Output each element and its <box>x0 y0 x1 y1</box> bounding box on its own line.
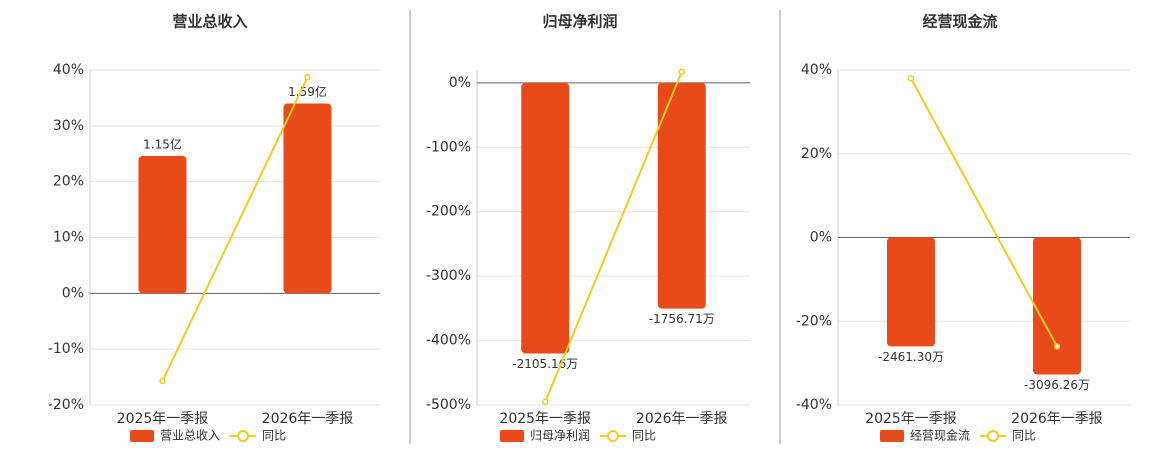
x-tick-label: 2025年一季报 <box>865 411 957 427</box>
bar <box>1033 237 1081 375</box>
x-tick-label: 2025年一季报 <box>117 411 209 427</box>
legend-marker <box>237 430 249 442</box>
y-tick-label: -100% <box>426 139 471 155</box>
legend-marker <box>987 430 999 442</box>
y-tick-label: -40% <box>796 397 832 413</box>
line-marker <box>542 398 549 406</box>
y-tick-label: 0% <box>62 285 84 301</box>
bar <box>521 82 570 354</box>
legend-marker <box>607 430 619 442</box>
y-tick-label: -300% <box>426 268 471 284</box>
y-tick-label: -200% <box>426 204 471 220</box>
value-label: -1756.71万 <box>649 312 715 326</box>
x-tick-label: 2026年一季报 <box>262 411 354 427</box>
legend-label: 经营现金流 <box>910 428 970 443</box>
x-tick-label: 2026年一季报 <box>1011 411 1103 427</box>
y-tick-label: 0% <box>810 230 832 246</box>
y-tick-label: -20% <box>48 397 84 413</box>
y-tick-label: 40% <box>801 62 832 78</box>
legend-label: 同比 <box>1012 429 1036 443</box>
line-marker <box>304 74 311 81</box>
legend-label: 营业总收入 <box>160 429 220 443</box>
value-label: 1.15亿 <box>143 136 182 151</box>
y-tick-label: 20% <box>53 174 84 190</box>
legend-label: 同比 <box>262 429 286 443</box>
legend-swatch <box>880 430 904 442</box>
value-label: -2105.16万 <box>512 357 578 371</box>
y-tick-label: 0% <box>449 75 471 91</box>
value-label: -3096.26万 <box>1024 378 1090 392</box>
legend-label: 归母净利润 <box>530 429 590 443</box>
chart-title: 归母净利润 <box>542 13 617 31</box>
legend-swatch <box>500 430 524 442</box>
y-tick-label: -20% <box>796 313 832 329</box>
x-tick-label: 2026年一季报 <box>636 411 728 427</box>
line <box>161 76 309 382</box>
y-tick-label: 10% <box>53 230 84 246</box>
line-marker <box>1053 343 1061 350</box>
bar <box>138 155 187 294</box>
bar <box>657 82 706 309</box>
line-marker <box>678 68 685 76</box>
line <box>910 77 1058 347</box>
value-label: -2461.30万 <box>878 350 944 364</box>
bar <box>283 103 332 294</box>
x-tick-label: 2025年一季报 <box>499 411 591 427</box>
chart-title: 营业总收入 <box>172 13 247 31</box>
y-tick-label: -500% <box>426 397 471 413</box>
bar <box>887 237 935 347</box>
line <box>544 71 683 403</box>
y-tick-label: 20% <box>801 146 832 162</box>
y-tick-label: 40% <box>53 62 84 78</box>
y-tick-label: -10% <box>48 341 84 357</box>
legend-swatch <box>130 430 154 442</box>
y-tick-label: -400% <box>426 333 471 349</box>
chart-title: 经营现金流 <box>922 13 997 31</box>
line-marker <box>159 377 166 385</box>
line-marker <box>907 75 915 82</box>
value-label: 1.59亿 <box>288 84 327 99</box>
legend-label: 同比 <box>632 429 656 443</box>
y-tick-label: 30% <box>53 118 84 134</box>
